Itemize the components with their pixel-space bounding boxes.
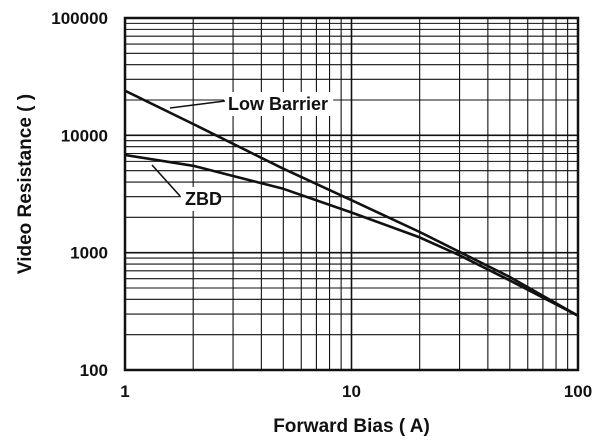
plot-frame [123,16,580,372]
chart-grid [125,18,578,370]
series-leader-line-zbd [151,164,181,197]
series-labels: Low Barrier ZBD [151,92,334,211]
chart-series [124,89,579,317]
y-tick-label: 10000 [61,126,108,145]
series-line-zbd [124,153,579,317]
series-label-background-low-barrier [224,92,334,116]
x-tick-label: 10 [342,382,361,401]
series-line-low-barrier [124,89,579,317]
x-tick-label: 100 [564,382,592,401]
series-label-background-zbd [181,187,217,211]
tick-labels: 1 10 100 100000 10000 1000 100 [51,9,592,401]
y-tick-label: 100 [80,361,108,380]
series-label-low-barrier: Low Barrier [228,94,328,114]
y-tick-label: 100000 [51,9,108,28]
series-leader-line-low-barrier [169,100,226,109]
series-label-zbd: ZBD [185,189,222,209]
y-tick-label: 1000 [70,244,108,263]
x-tick-label: 1 [120,382,129,401]
x-axis-title: Forward Bias ( A) [273,416,430,437]
y-axis-title: Video Resistance ( ) [15,94,36,274]
